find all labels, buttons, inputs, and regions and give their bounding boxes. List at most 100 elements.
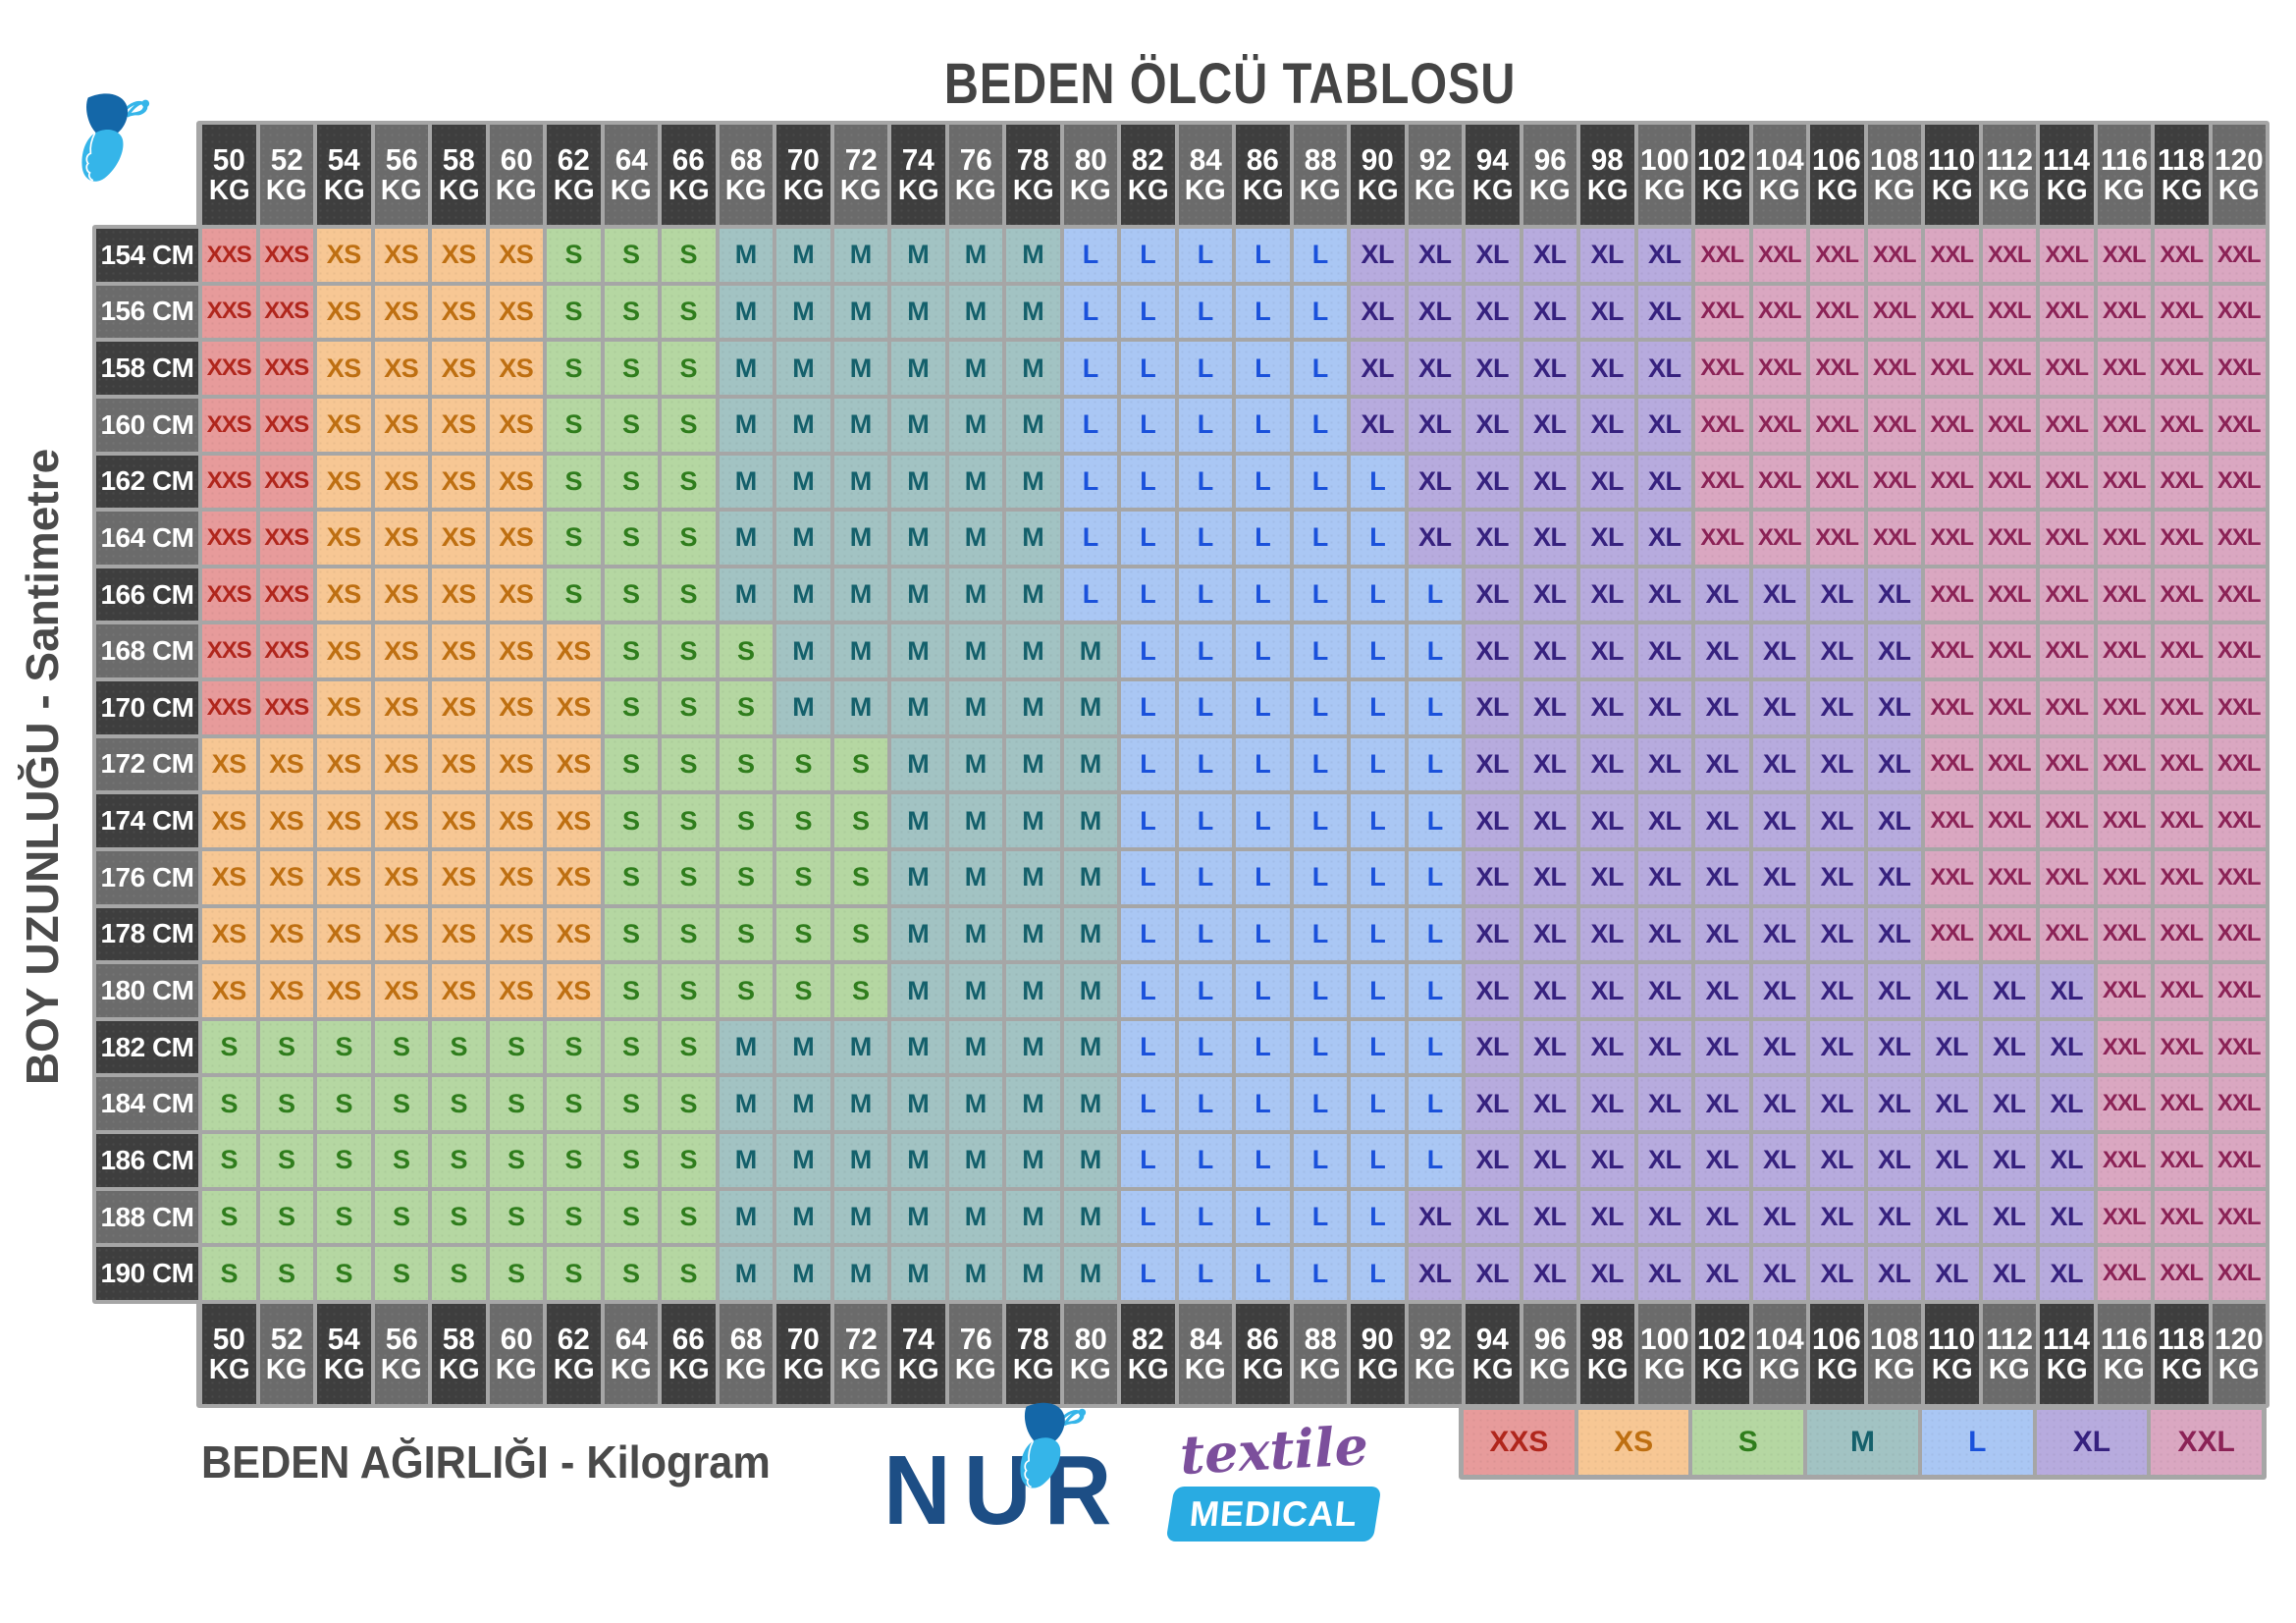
size-cell: XXS (202, 229, 256, 282)
size-cell: L (1408, 964, 1462, 1017)
size-cell: XL (1580, 1190, 1634, 1244)
size-cell: S (547, 1077, 601, 1131)
brand-logo: NUR textile MEDICAL (883, 1401, 1382, 1564)
size-cell: L (1063, 342, 1117, 395)
size-cell: M (833, 624, 887, 678)
size-cell: L (1351, 681, 1405, 734)
size-cell: M (833, 455, 887, 509)
size-cell: L (1236, 1190, 1290, 1244)
size-cell: XL (1580, 1134, 1634, 1187)
bottom-weight-header-cell: 104 KG (1752, 1304, 1806, 1404)
size-cell: XL (1580, 850, 1634, 904)
top-weight-header-cell: 104 KG (1752, 125, 1806, 225)
size-cell: XL (1580, 342, 1634, 395)
height-header-cell: 182 CM (96, 1020, 198, 1074)
size-cell: M (948, 568, 1002, 622)
size-cell: L (1351, 1190, 1405, 1244)
size-cell: L (1236, 1020, 1290, 1074)
bottom-weight-header-cell: 64 KG (604, 1304, 658, 1404)
size-cell: M (891, 964, 945, 1017)
size-cell: L (1178, 1190, 1232, 1244)
size-cell: XS (547, 794, 601, 847)
size-cell: XXS (202, 398, 256, 452)
bottom-weight-header-cell: 118 KG (2155, 1304, 2209, 1404)
size-cell: XL (1351, 398, 1405, 452)
size-cell: XL (1408, 285, 1462, 339)
size-cell: XL (1522, 229, 1576, 282)
size-cell: XS (374, 850, 428, 904)
size-cell: M (1063, 907, 1117, 961)
size-cell: XS (547, 850, 601, 904)
size-cell: L (1236, 398, 1290, 452)
size-cell: XS (432, 681, 486, 734)
height-header-cell: 170 CM (96, 681, 198, 734)
size-cell: S (489, 1020, 543, 1074)
size-cell: XL (1637, 568, 1691, 622)
size-cell: XL (1522, 737, 1576, 791)
size-cell: XL (1466, 1134, 1520, 1187)
bottom-weight-header-cell: 88 KG (1293, 1304, 1347, 1404)
size-cell: XXS (259, 681, 313, 734)
size-cell: XL (1925, 1077, 1979, 1131)
size-cell: XL (1637, 342, 1691, 395)
size-cell: XL (1580, 907, 1634, 961)
size-cell: S (662, 907, 716, 961)
top-weight-header-cell: 56 KG (374, 125, 428, 225)
size-cell: XXL (1982, 737, 2036, 791)
size-cell: XL (2040, 1190, 2094, 1244)
size-cell: XXL (2212, 342, 2266, 395)
size-cell: XXL (1982, 850, 2036, 904)
size-cell: XXL (2155, 512, 2209, 565)
size-cell: XXL (1695, 455, 1749, 509)
size-cell: M (891, 1020, 945, 1074)
size-cell: S (833, 737, 887, 791)
top-weight-header-cell: 84 KG (1178, 125, 1232, 225)
legend-item-xs: XS (1577, 1410, 1689, 1475)
size-cell: XXL (2212, 907, 2266, 961)
height-header-cell: 184 CM (96, 1077, 198, 1131)
size-cell: M (1006, 850, 1060, 904)
size-cell: S (202, 1077, 256, 1131)
size-cell: M (1006, 512, 1060, 565)
size-cell: L (1408, 681, 1462, 734)
size-cell: XS (489, 737, 543, 791)
bottom-weight-header-cell: 54 KG (317, 1304, 371, 1404)
size-cell: XS (432, 229, 486, 282)
size-cell: XL (1351, 285, 1405, 339)
size-cell: S (259, 1077, 313, 1131)
size-cell: M (719, 229, 773, 282)
size-cell: M (891, 1190, 945, 1244)
size-cell: XS (432, 342, 486, 395)
size-cell: S (547, 1247, 601, 1300)
size-cell: XS (547, 737, 601, 791)
size-cell: XL (1982, 1134, 2036, 1187)
size-cell: XXL (2155, 624, 2209, 678)
top-weight-header-cell: 116 KG (2097, 125, 2151, 225)
size-cell: M (776, 1077, 830, 1131)
size-cell: XXL (2155, 1077, 2209, 1131)
size-cell: L (1178, 342, 1232, 395)
size-cell: S (547, 1020, 601, 1074)
size-cell: XXL (2097, 681, 2151, 734)
size-cell: XS (259, 850, 313, 904)
size-cell: M (1006, 398, 1060, 452)
size-cell: L (1236, 1134, 1290, 1187)
size-cell: XXL (1925, 681, 1979, 734)
size-cell: XS (374, 794, 428, 847)
top-weight-header-cell: 70 KG (776, 125, 830, 225)
size-cell: M (776, 342, 830, 395)
size-cell: L (1236, 681, 1290, 734)
bottom-weight-header-cell: 112 KG (1982, 1304, 2036, 1404)
size-cell: XXL (1925, 342, 1979, 395)
size-cell: XS (317, 398, 371, 452)
height-header-cell: 190 CM (96, 1247, 198, 1300)
size-cell: L (1236, 568, 1290, 622)
size-cell: S (604, 568, 658, 622)
size-cell: XL (1637, 455, 1691, 509)
height-header-cell: 174 CM (96, 794, 198, 847)
size-cell: XL (1867, 624, 1921, 678)
brand-sub-textile: textile (1178, 1414, 1370, 1487)
size-cell: XS (374, 398, 428, 452)
size-cell: S (374, 1134, 428, 1187)
size-cell: L (1408, 568, 1462, 622)
